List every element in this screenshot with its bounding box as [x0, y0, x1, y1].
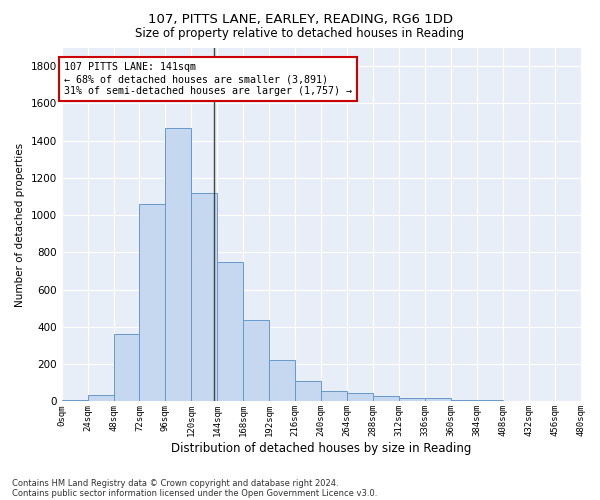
Bar [295, 381, 321, 402]
Text: Contains public sector information licensed under the Open Government Licence v3: Contains public sector information licen… [12, 488, 377, 498]
Bar [477, 400, 503, 402]
Y-axis label: Number of detached properties: Number of detached properties [15, 142, 25, 306]
Bar [243, 320, 269, 402]
Bar [269, 360, 295, 402]
Bar [166, 128, 191, 402]
Bar [217, 262, 243, 402]
Text: Contains HM Land Registry data © Crown copyright and database right 2024.: Contains HM Land Registry data © Crown c… [12, 478, 338, 488]
Bar [191, 193, 217, 402]
X-axis label: Distribution of detached houses by size in Reading: Distribution of detached houses by size … [171, 442, 471, 455]
Bar [113, 334, 139, 402]
Bar [88, 395, 113, 402]
Bar [347, 393, 373, 402]
Bar [373, 396, 399, 402]
Bar [399, 398, 425, 402]
Bar [503, 401, 529, 402]
Bar [321, 391, 347, 402]
Bar [451, 400, 477, 402]
Bar [425, 398, 451, 402]
Text: 107, PITTS LANE, EARLEY, READING, RG6 1DD: 107, PITTS LANE, EARLEY, READING, RG6 1D… [148, 12, 452, 26]
Text: Size of property relative to detached houses in Reading: Size of property relative to detached ho… [136, 28, 464, 40]
Text: 107 PITTS LANE: 141sqm
← 68% of detached houses are smaller (3,891)
31% of semi-: 107 PITTS LANE: 141sqm ← 68% of detached… [64, 62, 352, 96]
Bar [139, 204, 166, 402]
Bar [62, 400, 88, 402]
